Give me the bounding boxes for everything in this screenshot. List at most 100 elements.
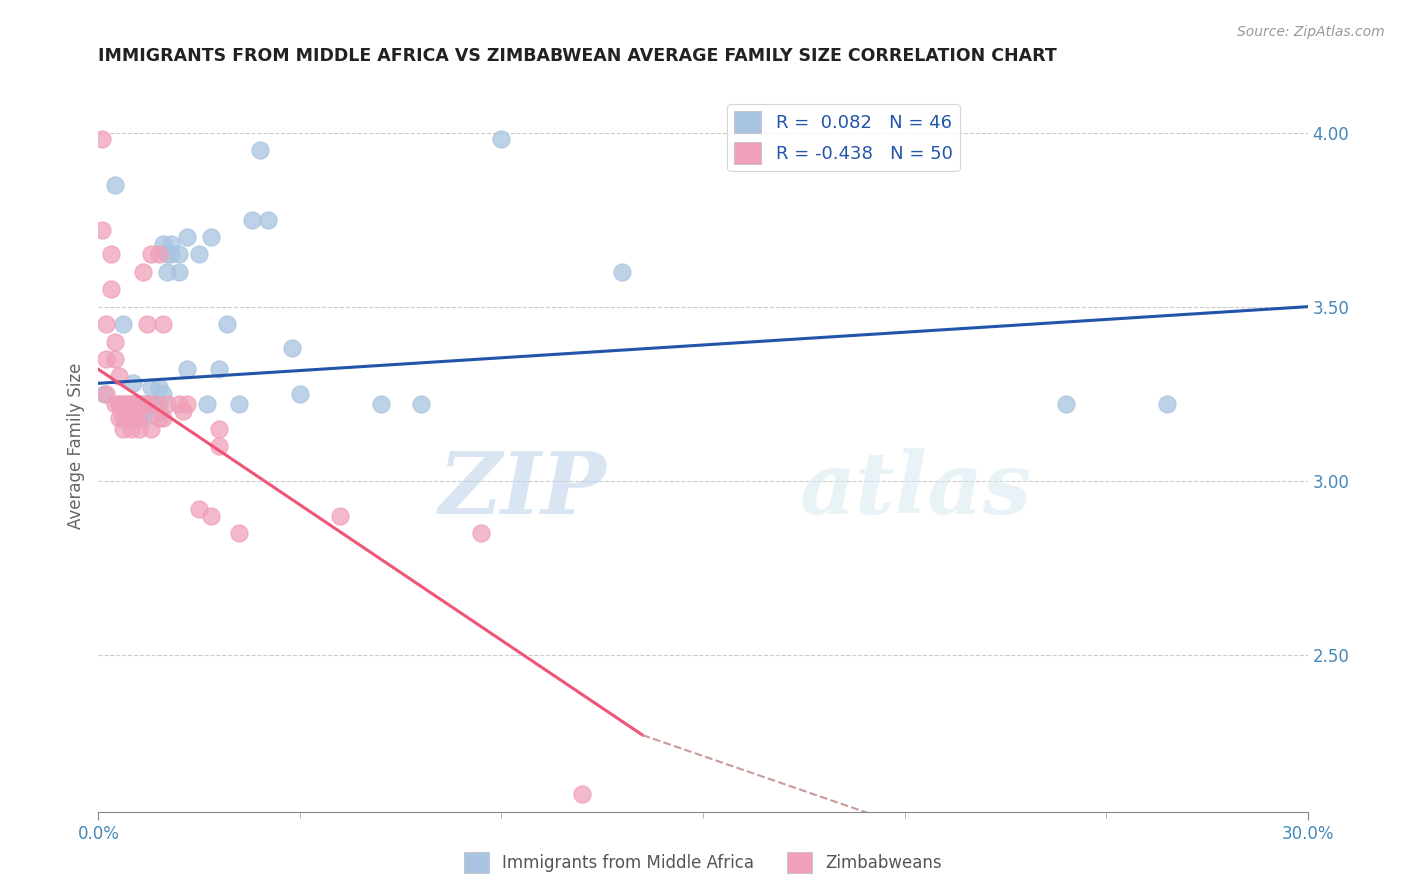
Point [167, 397, 190, 411]
Point [128, 404, 150, 418]
Point [288, 386, 311, 401]
Point [107, 397, 129, 411]
Point [156, 247, 179, 261]
Text: atlas: atlas [800, 448, 1032, 532]
Point [120, 397, 142, 411]
Point [128, 411, 150, 425]
Point [160, 247, 183, 261]
Point [111, 317, 134, 331]
Point [156, 265, 179, 279]
Legend: Immigrants from Middle Africa, Zimbabweans: Immigrants from Middle Africa, Zimbabwea… [457, 846, 949, 880]
Point [132, 404, 155, 418]
Point [491, 132, 513, 146]
Point [148, 380, 170, 394]
Point [91, 132, 114, 146]
Point [256, 212, 278, 227]
Point [195, 397, 218, 411]
Point [115, 411, 138, 425]
Point [100, 247, 122, 261]
Point [208, 421, 231, 435]
Point [152, 386, 174, 401]
Point [91, 223, 114, 237]
Point [148, 411, 170, 425]
Point [128, 397, 150, 411]
Point [152, 237, 174, 252]
Point [148, 397, 170, 411]
Point [139, 397, 162, 411]
Point [100, 282, 122, 296]
Point [1054, 397, 1077, 411]
Point [124, 397, 146, 411]
Legend: R =  0.082   N = 46, R = -0.438   N = 50: R = 0.082 N = 46, R = -0.438 N = 50 [727, 104, 960, 171]
Point [93, 386, 115, 401]
Point [281, 342, 304, 356]
Point [148, 247, 170, 261]
Point [176, 230, 198, 244]
Point [103, 178, 125, 192]
Point [228, 397, 250, 411]
Point [571, 787, 593, 801]
Point [135, 397, 157, 411]
Point [409, 397, 432, 411]
Point [96, 351, 118, 366]
Point [96, 317, 118, 331]
Point [139, 247, 162, 261]
Point [152, 317, 174, 331]
Point [208, 362, 231, 376]
Point [115, 397, 138, 411]
Point [188, 501, 211, 516]
Point [143, 397, 166, 411]
Point [217, 317, 239, 331]
Point [148, 404, 170, 418]
Point [96, 386, 118, 401]
Point [176, 362, 198, 376]
Text: ZIP: ZIP [439, 448, 606, 532]
Point [167, 247, 190, 261]
Point [111, 411, 134, 425]
Point [103, 351, 125, 366]
Point [228, 526, 250, 541]
Point [612, 265, 634, 279]
Point [135, 317, 157, 331]
Point [132, 265, 155, 279]
Point [139, 380, 162, 394]
Point [139, 421, 162, 435]
Point [370, 397, 392, 411]
Point [107, 397, 129, 411]
Point [200, 508, 222, 523]
Point [107, 369, 129, 384]
Point [128, 421, 150, 435]
Point [115, 397, 138, 411]
Point [120, 411, 142, 425]
Point [120, 421, 142, 435]
Point [167, 265, 190, 279]
Point [111, 421, 134, 435]
Point [120, 397, 142, 411]
Point [208, 439, 231, 453]
Point [143, 397, 166, 411]
Point [1156, 397, 1178, 411]
Point [240, 212, 263, 227]
Point [249, 143, 271, 157]
Point [172, 404, 194, 418]
Point [200, 230, 222, 244]
Point [121, 376, 143, 391]
Point [135, 397, 157, 411]
Point [111, 397, 134, 411]
Text: IMMIGRANTS FROM MIDDLE AFRICA VS ZIMBABWEAN AVERAGE FAMILY SIZE CORRELATION CHAR: IMMIGRANTS FROM MIDDLE AFRICA VS ZIMBABW… [98, 47, 1057, 65]
Point [132, 397, 155, 411]
Point [176, 397, 198, 411]
Point [107, 411, 129, 425]
Point [132, 411, 155, 425]
Y-axis label: Average Family Size: Average Family Size [66, 363, 84, 529]
Point [470, 526, 492, 541]
Point [135, 397, 157, 411]
Point [103, 334, 125, 349]
Point [124, 411, 146, 425]
Text: Source: ZipAtlas.com: Source: ZipAtlas.com [1237, 25, 1385, 39]
Point [329, 508, 352, 523]
Point [124, 397, 146, 411]
Point [103, 397, 125, 411]
Point [152, 411, 174, 425]
Point [129, 397, 152, 411]
